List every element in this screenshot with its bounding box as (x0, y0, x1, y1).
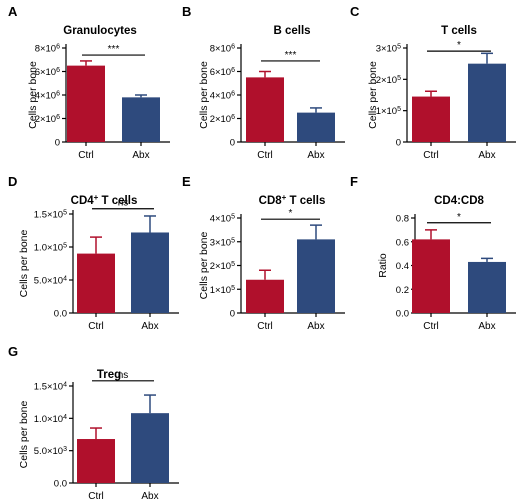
panel-b-ytick-label-1: 2×106 (210, 114, 235, 126)
panel-d-ytick-label-1: 5.0×104 (34, 275, 67, 287)
panel-e-xtick-label-abx: Abx (307, 321, 324, 332)
panel-c-xtick-label-ctrl: Ctrl (423, 150, 439, 161)
panel-d-bar-abx (131, 232, 169, 313)
panel-b-sig-label: *** (285, 50, 297, 61)
panel-c-ylabel: Cells per bone (367, 61, 379, 129)
panel-e-title: CD8+ T cells (259, 193, 326, 208)
panel-f-sig-label: * (457, 212, 461, 223)
panel-g-letter: G (8, 344, 18, 359)
panel-e-ytick-label-2: 2×105 (210, 261, 235, 273)
panel-f-ylabel: Ratio (377, 253, 389, 278)
panel-f-ytick-label-1: 0.2 (396, 285, 409, 296)
panel-c-xtick-label-abx: Abx (478, 150, 495, 161)
panel-b-ytick-label-0: 0 (230, 138, 235, 149)
panel-a-bar-abx (122, 97, 160, 142)
panel-g-xtick-label-abx: Abx (141, 491, 158, 502)
panel-e-letter: E (182, 174, 191, 189)
panel-a-ytick-label-3: 6×106 (35, 67, 60, 79)
panel-a-ytick-label-0: 0 (55, 138, 60, 149)
panel-d-sig-label: ns (118, 198, 129, 209)
panel-b-xtick-label-ctrl: Ctrl (257, 150, 273, 161)
panel-a-ylabel: Cells per bone (27, 61, 39, 129)
panel-c-bar-ctrl (412, 96, 450, 142)
panel-d-ytick-label-2: 1.0×105 (34, 242, 67, 254)
panel-g-ytick-label-1: 5.0×103 (34, 446, 67, 458)
panel-e-ytick-label-0: 0 (230, 309, 235, 320)
panel-a-ytick-label-2: 4×106 (35, 90, 60, 102)
panel-e-ytick-label-4: 4×105 (210, 213, 235, 225)
panel-a-ytick-label-4: 8×106 (35, 43, 60, 55)
panel-f-ytick-label-2: 0.4 (396, 261, 409, 272)
panel-g-xtick-label-ctrl: Ctrl (88, 491, 104, 502)
panel-a-title: Granulocytes (63, 25, 137, 37)
panel-c-ytick-label-1: 1×105 (376, 106, 401, 118)
panel-f-ytick-label-3: 0.6 (396, 237, 409, 248)
panel-c-title: T cells (441, 25, 477, 37)
panel-b-bar-abx (297, 112, 335, 142)
panel-e-ylabel: Cells per bone (198, 231, 210, 299)
panel-d-ytick-label-3: 1.5×105 (34, 209, 67, 221)
panel-d-xtick-label-ctrl: Ctrl (88, 321, 104, 332)
panel-f-xtick-label-abx: Abx (478, 321, 495, 332)
panel-g-ytick-label-2: 1.0×104 (34, 413, 67, 425)
panel-e-bar-abx (297, 239, 335, 313)
panel-a-xtick-label-abx: Abx (132, 150, 149, 161)
panel-c-sig-label: * (457, 40, 461, 51)
panel-f-bar-abx (468, 261, 506, 313)
panel-b-ylabel: Cells per bone (198, 61, 210, 129)
panel-f-letter: F (350, 174, 358, 189)
panel-d-xtick-label-abx: Abx (141, 321, 158, 332)
panel-c-ytick-label-2: 2×105 (376, 74, 401, 86)
panel-a-bar-ctrl (67, 65, 105, 142)
panel-d-letter: D (8, 174, 17, 189)
panel-a-ytick-label-1: 2×106 (35, 114, 60, 126)
panel-d-ylabel: Cells per bone (18, 229, 30, 297)
panel-g-title: Treg (97, 369, 121, 381)
panel-d-bar-ctrl (77, 253, 115, 313)
panel-f-xtick-label-ctrl: Ctrl (423, 321, 439, 332)
panel-e-bar-ctrl (246, 279, 284, 313)
panel-d-title: CD4+ T cells (71, 193, 138, 208)
panel-c-letter: C (350, 4, 360, 19)
panel-f-title: CD4:CD8 (434, 195, 484, 207)
panel-a-sig-label: *** (108, 44, 120, 55)
panel-c-ytick-label-3: 3×105 (376, 43, 401, 55)
panel-c-bar-abx (468, 63, 506, 142)
panel-f-ytick-label-0: 0.0 (396, 309, 409, 320)
panel-b-title: B cells (273, 25, 310, 37)
panel-b-ytick-label-2: 4×106 (210, 90, 235, 102)
panel-b-bar-ctrl (246, 77, 284, 142)
panel-e-ytick-label-1: 1×105 (210, 284, 235, 296)
panel-f-ytick-label-4: 0.8 (396, 214, 409, 225)
panel-g-bar-ctrl (77, 439, 115, 483)
panel-g-bar-abx (131, 413, 169, 483)
panel-g-ytick-label-0: 0.0 (54, 479, 67, 490)
panel-e-sig-label: * (289, 208, 293, 219)
panel-g-ylabel: Cells per bone (18, 400, 30, 468)
panel-g-ytick-label-3: 1.5×104 (34, 381, 67, 393)
panel-g-sig-label: ns (118, 370, 129, 381)
panel-a-xtick-label-ctrl: Ctrl (78, 150, 94, 161)
panel-d-ytick-label-0: 0.0 (54, 309, 67, 320)
panel-e-xtick-label-ctrl: Ctrl (257, 321, 273, 332)
panel-f-bar-ctrl (412, 239, 450, 313)
panel-c-ytick-label-0: 0 (396, 138, 401, 149)
panel-b-ytick-label-3: 6×106 (210, 67, 235, 79)
panel-a-letter: A (8, 4, 18, 19)
panel-e-ytick-label-3: 3×105 (210, 237, 235, 249)
panel-b-letter: B (182, 4, 191, 19)
panel-b-xtick-label-abx: Abx (307, 150, 324, 161)
panel-b-ytick-label-4: 8×106 (210, 43, 235, 55)
